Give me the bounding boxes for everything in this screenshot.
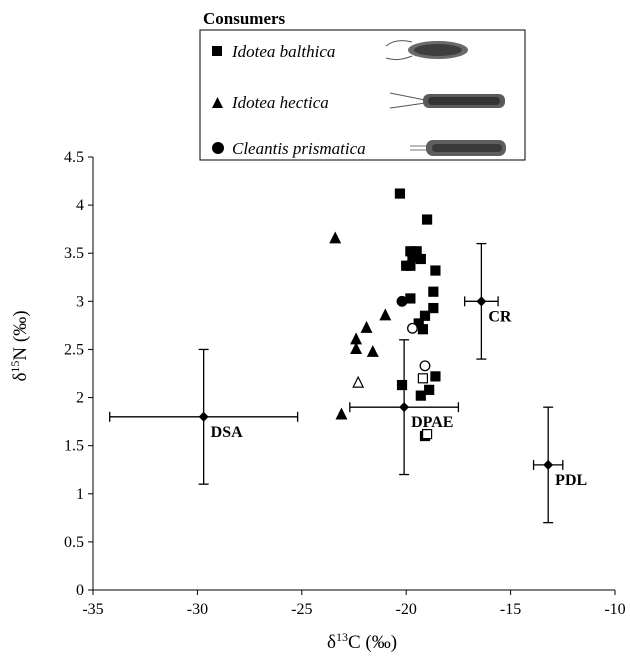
isopod-image-idotea-balthica (385, 40, 468, 61)
y-tick-label: 0 (76, 582, 84, 599)
x-axis-label: δ13C (‰) (327, 630, 397, 653)
y-tick-label: 2.5 (64, 341, 84, 358)
x-tick-label: -15 (500, 601, 521, 618)
source-label-dpae: DPAE (411, 414, 453, 431)
y-tick-label: 1 (76, 486, 84, 503)
y-tick-label: 3.5 (64, 245, 84, 262)
legend-entry-idotea-balthica: Idotea balthica (231, 42, 335, 61)
idotea-balthica-point (396, 379, 408, 391)
idotea-balthica-point (405, 260, 416, 271)
source-labels: DSA DPAE CR PDL (211, 308, 588, 489)
y-tick-label: 4.5 (64, 149, 84, 166)
source-point-dpae (399, 402, 410, 413)
idotea-balthica-point-open (421, 429, 433, 440)
y-tick-label: 4 (76, 197, 84, 214)
idotea-hectica-point (366, 344, 379, 357)
source-point-pdl (543, 459, 554, 470)
idotea-balthica-point (421, 214, 433, 225)
legend: Consumers Idotea balthica Idotea hectica… (199, 9, 526, 161)
axes (88, 156, 616, 595)
x-tick-label: -10 (604, 601, 625, 618)
idotea-balthica-point (428, 302, 439, 314)
source-label-cr: CR (488, 308, 512, 325)
cleantis-prismatica-point (396, 295, 408, 307)
cleantis-prismatica-point-open (407, 322, 418, 334)
source-label-pdl: PDL (555, 472, 587, 489)
idotea-balthica-point (415, 253, 426, 265)
source-label-dsa: DSA (211, 424, 243, 441)
idotea-balthica-point-open (417, 373, 429, 384)
consumer-points (329, 188, 441, 442)
legend-marker-square (212, 46, 222, 56)
isopod-image-cleantis-prismatica (410, 140, 506, 156)
idotea-balthica-point (419, 310, 431, 321)
idotea-hectica-point (335, 407, 348, 420)
idotea-hectica-point (379, 308, 392, 321)
x-tick-label: -35 (82, 601, 103, 618)
x-tick-label: -25 (291, 601, 312, 618)
idotea-hectica-point (329, 231, 342, 244)
idotea-balthica-point (428, 286, 439, 297)
idotea-balthica-point (430, 371, 441, 382)
idotea-hectica-point-open (352, 375, 365, 388)
legend-marker-triangle (212, 97, 223, 108)
y-tick-label: 3 (76, 293, 84, 310)
idotea-hectica-point (350, 342, 363, 355)
idotea-balthica-point (394, 188, 406, 199)
idotea-balthica-point (407, 251, 418, 263)
idotea-balthica-point (415, 390, 426, 401)
legend-title: Consumers (203, 9, 286, 28)
y-tick-label: 2 (76, 390, 84, 407)
y-tick-label: 0.5 (64, 534, 84, 551)
y-axis-label: δ15N (‰) (8, 310, 31, 381)
legend-entry-cleantis-prismatica: Cleantis prismatica (232, 139, 366, 158)
legend-marker-circle (212, 142, 224, 154)
legend-entry-idotea-hectica: Idotea hectica (231, 93, 329, 112)
idotea-hectica-point (360, 320, 373, 333)
isopod-image-idotea-hectica (389, 92, 505, 109)
source-point-cr (476, 296, 487, 307)
cleantis-prismatica-point-open (419, 360, 431, 372)
idotea-balthica-point (430, 265, 441, 276)
source-point-dsa (198, 411, 209, 422)
x-tick-label: -30 (187, 601, 208, 618)
y-tick-label: 1.5 (64, 438, 84, 455)
idotea-balthica-point (417, 324, 429, 335)
x-tick-label: -20 (396, 601, 417, 618)
idotea-balthica-point (424, 384, 435, 395)
source-error-bars (109, 242, 564, 524)
tick-labels: -35 -30 -25 -20 -15 -10 0 0.5 1 1.5 2 2.5 3 3.5 4 4.5 (64, 149, 626, 618)
